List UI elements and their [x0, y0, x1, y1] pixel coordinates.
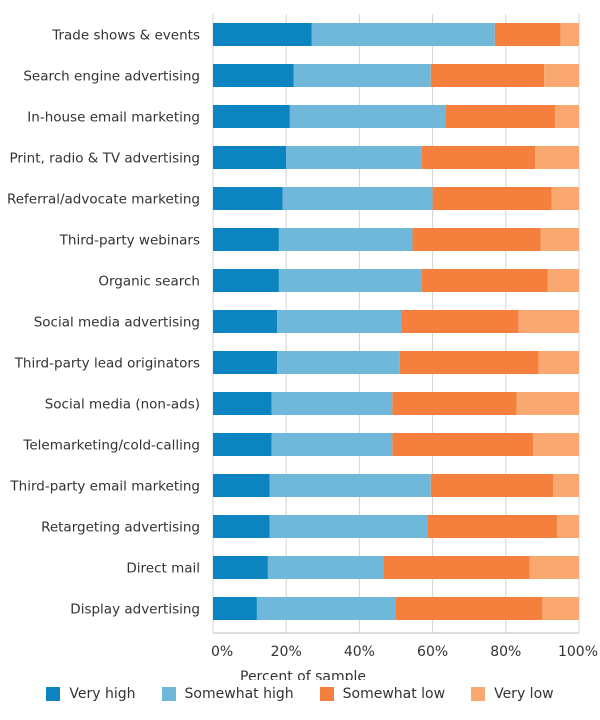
bar-segment-somewhat-low — [396, 597, 543, 620]
bar-segment-very-low — [533, 433, 579, 456]
bar-segment-somewhat-low — [399, 351, 539, 374]
bar-segment-very-low — [540, 228, 579, 251]
legend-label: Somewhat low — [342, 686, 446, 702]
bar-segment-somewhat-high — [293, 64, 431, 87]
legend: Very high Somewhat high Somewhat low Very l… — [0, 686, 600, 702]
legend-label: Very high — [69, 686, 136, 702]
x-tick-label: 20% — [271, 644, 302, 660]
bar-segment-very-low — [557, 515, 579, 538]
bar-segment-very-low — [553, 474, 579, 497]
bar-segment-very-low — [551, 187, 579, 210]
bar-segment-very-high — [213, 392, 272, 415]
bar-segment-very-high — [213, 146, 287, 169]
category-label: Third-party email marketing — [9, 479, 200, 495]
category-label: Social media (non-ads) — [45, 397, 200, 413]
legend-swatch — [471, 687, 486, 701]
x-tick-label: 100% — [558, 644, 598, 660]
category-label: In-house email marketing — [27, 110, 200, 126]
category-label: Display advertising — [70, 602, 200, 618]
bar-segment-very-high — [213, 433, 272, 456]
bar-segment-very-high — [213, 351, 278, 374]
bar-segment-somewhat-low — [494, 23, 561, 46]
bar-segment-very-high — [213, 187, 283, 210]
bar-segment-somewhat-low — [430, 474, 554, 497]
bar-segment-somewhat-high — [278, 228, 413, 251]
bar-segment-somewhat-high — [269, 515, 428, 538]
category-label: Organic search — [98, 274, 200, 290]
bar-segment-somewhat-high — [278, 269, 422, 292]
bar-segment-somewhat-high — [269, 474, 431, 497]
bar-segment-somewhat-high — [271, 392, 393, 415]
bar-segment-very-high — [213, 474, 270, 497]
bar-segment-somewhat-low — [432, 187, 552, 210]
legend-item: Very high — [46, 686, 136, 702]
bar-segment-somewhat-high — [277, 310, 402, 333]
legend-item: Somewhat low — [319, 686, 446, 702]
category-label: Direct mail — [126, 561, 200, 577]
bar-segment-somewhat-low — [445, 105, 556, 128]
legend-item: Somewhat high — [161, 686, 294, 702]
category-label: Third-party webinars — [59, 233, 200, 249]
bar-segment-somewhat-high — [256, 597, 396, 620]
bar-segment-very-high — [213, 310, 278, 333]
bar-segment-very-high — [213, 515, 270, 538]
bar-segment-somewhat-low — [383, 556, 530, 579]
legend-swatch — [161, 687, 176, 701]
category-label: Retargeting advertising — [41, 520, 200, 536]
category-label: Search engine advertising — [23, 69, 200, 85]
bar-segment-very-high — [213, 64, 294, 87]
legend-label: Somewhat high — [184, 686, 294, 702]
bar-segment-somewhat-high — [311, 23, 495, 46]
stacked-bar-chart: Trade shows & events Search engine advert… — [7, 14, 598, 685]
bar-segment-very-high — [213, 556, 268, 579]
bar-segment-somewhat-low — [392, 392, 517, 415]
bar-segment-somewhat-high — [289, 105, 446, 128]
bar-segment-somewhat-high — [282, 187, 433, 210]
bar-segment-somewhat-low — [430, 64, 545, 87]
bar-segment-somewhat-low — [427, 515, 558, 538]
bar-segment-very-low — [560, 23, 579, 46]
bar-segment-very-high — [213, 105, 290, 128]
bar-segment-somewhat-high — [277, 351, 400, 374]
bar-segment-very-low — [542, 597, 579, 620]
legend-item: Very low — [471, 686, 554, 702]
x-tick-label: 60% — [417, 644, 448, 660]
category-label: Third-party lead originators — [14, 356, 200, 372]
x-tick-label: 0% — [211, 644, 233, 660]
bar-segment-very-low — [535, 146, 579, 169]
category-label: Referral/advocate marketing — [7, 192, 200, 208]
category-label: Social media advertising — [34, 315, 200, 331]
bar-segment-somewhat-low — [421, 146, 536, 169]
bar-segment-very-high — [213, 269, 279, 292]
category-label: Telemarketing/cold-calling — [22, 438, 200, 454]
bar-segment-somewhat-low — [421, 269, 548, 292]
bar-segment-somewhat-low — [401, 310, 519, 333]
bar-segment-somewhat-high — [267, 556, 384, 579]
legend-swatch — [46, 687, 61, 701]
x-tick-label: 80% — [490, 644, 521, 660]
bar-segment-somewhat-high — [286, 146, 422, 169]
bar-segment-very-high — [213, 228, 279, 251]
x-axis-title: Percent of sample — [240, 669, 366, 680]
bar-segment-very-low — [544, 64, 579, 87]
x-tick-label: 40% — [344, 644, 375, 660]
legend-label: Very low — [494, 686, 554, 702]
bar-segment-somewhat-low — [392, 433, 534, 456]
bar-segment-somewhat-low — [412, 228, 541, 251]
bar-segment-somewhat-high — [271, 433, 393, 456]
bar-segment-very-high — [213, 597, 257, 620]
bar-segment-very-low — [529, 556, 579, 579]
bar-segment-very-low — [538, 351, 579, 374]
bar-segment-very-high — [213, 23, 312, 46]
category-label: Trade shows & events — [51, 28, 200, 44]
bar-segment-very-low — [516, 392, 579, 415]
bar-segment-very-low — [518, 310, 579, 333]
legend-swatch — [319, 687, 334, 701]
category-label: Print, radio & TV advertising — [9, 151, 200, 167]
bar-segment-very-low — [547, 269, 579, 292]
bar-segment-very-low — [555, 105, 579, 128]
